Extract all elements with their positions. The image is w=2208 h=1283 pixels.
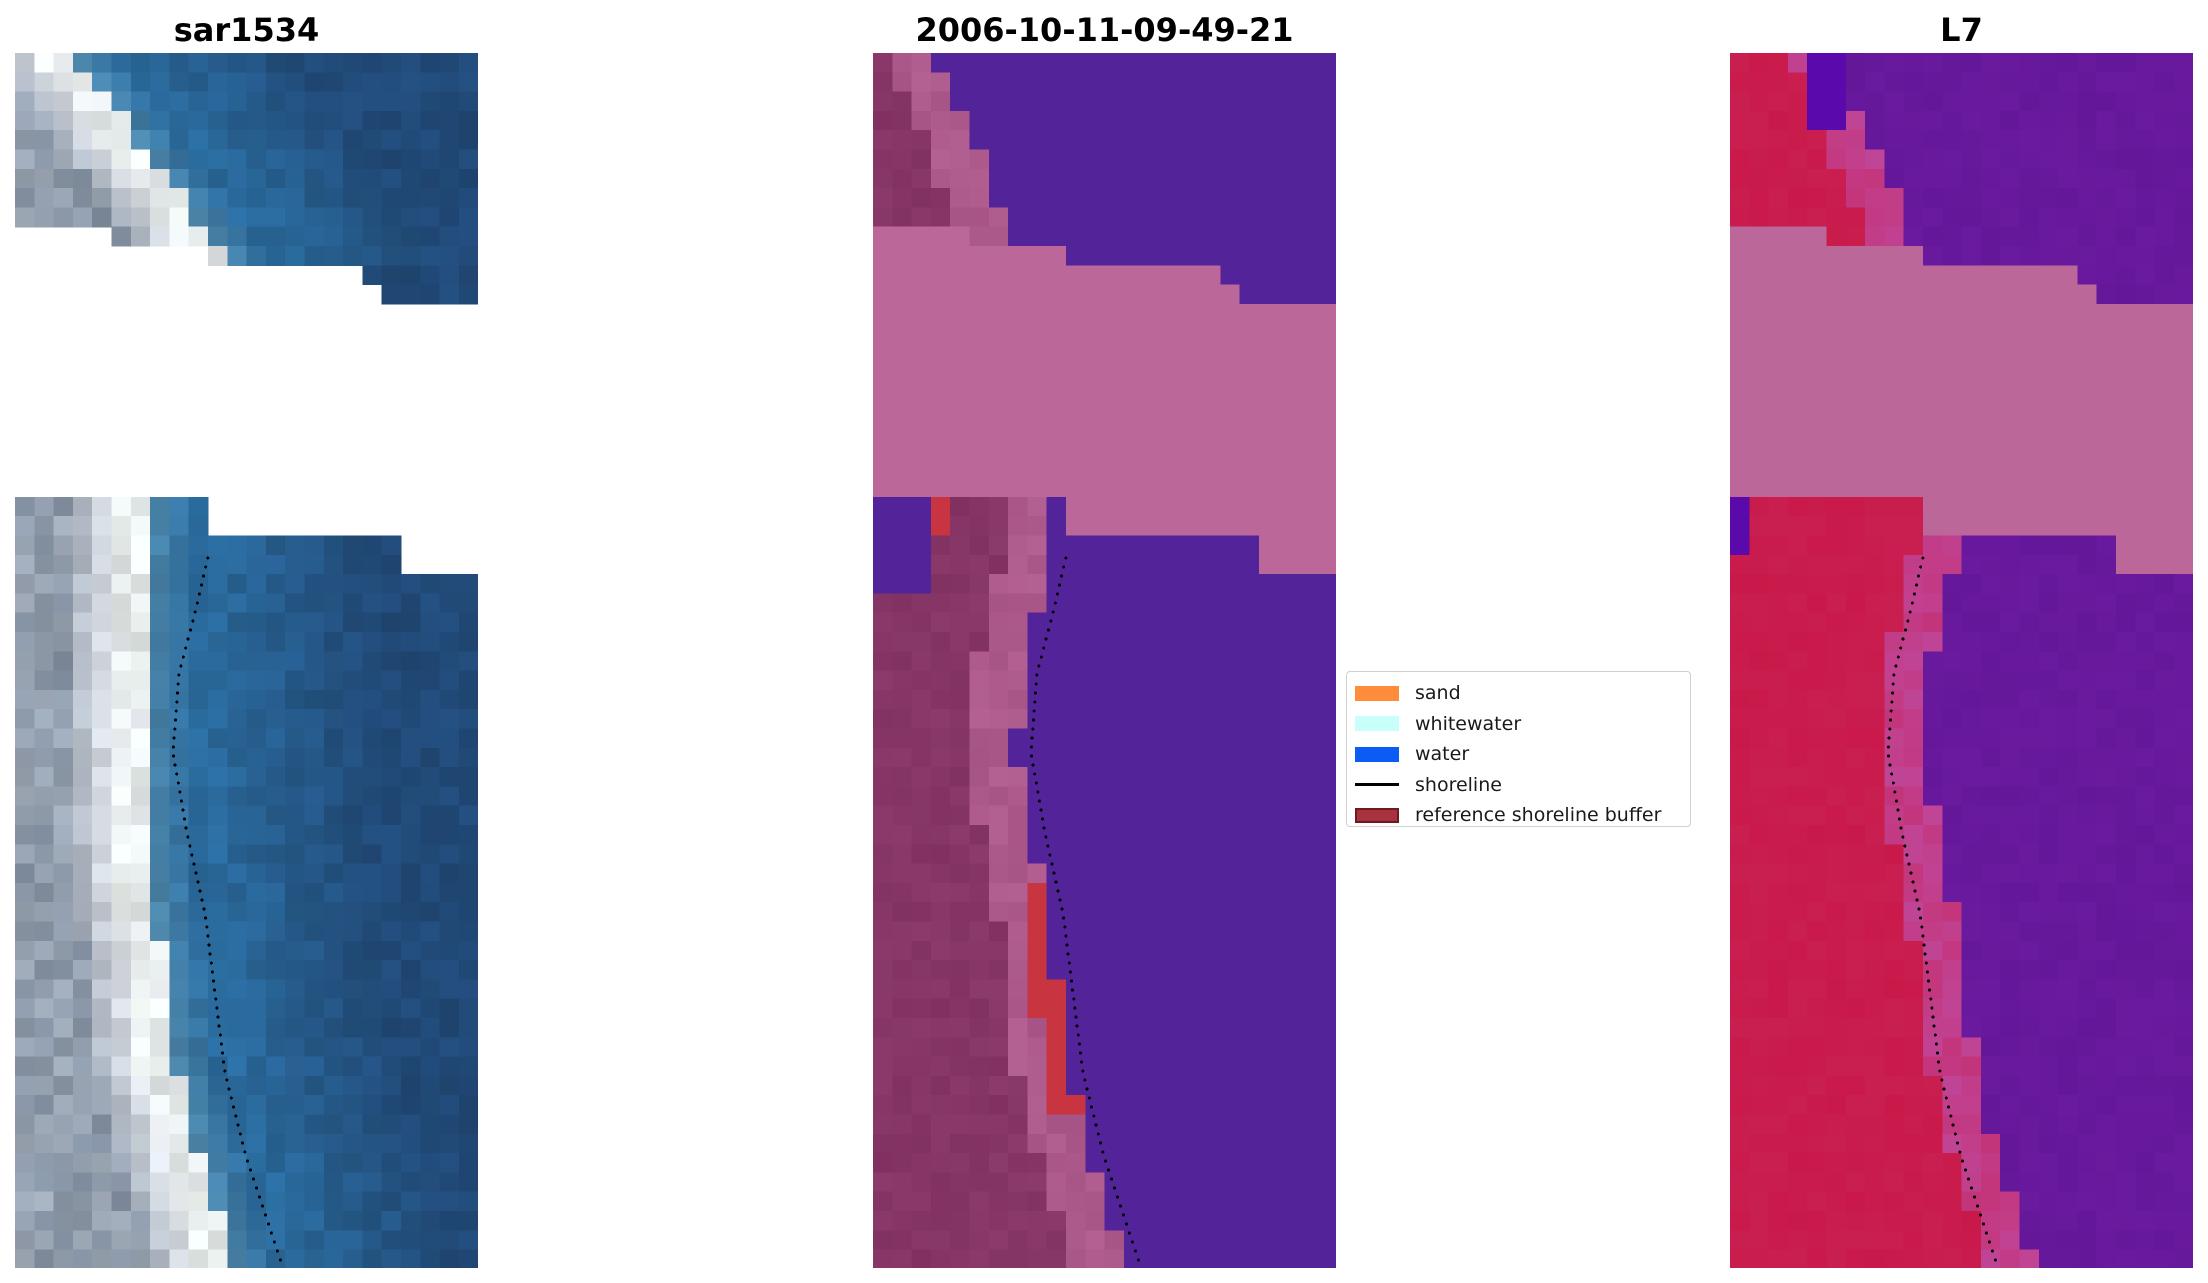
legend-item-shoreline: shoreline xyxy=(1355,770,1682,801)
reference-buffer-swatch xyxy=(1355,807,1399,823)
panel-title-mndwi: L7 xyxy=(1940,11,1983,49)
shoreline-line-swatch xyxy=(1355,783,1399,787)
classified-image-panel xyxy=(873,53,1336,1268)
legend-item-reference-buffer: reference shoreline buffer xyxy=(1355,800,1682,831)
rgb-image-panel xyxy=(15,53,478,1268)
sand-swatch xyxy=(1355,685,1399,701)
legend: sand whitewater water shoreline referenc… xyxy=(1346,671,1691,827)
whitewater-swatch xyxy=(1355,716,1399,732)
legend-item-sand: sand xyxy=(1355,678,1682,709)
shoreline-dots xyxy=(1886,556,1997,1262)
panel-title-classified: 2006-10-11-09-49-21 xyxy=(915,11,1294,49)
panel-title-rgb: sar1534 xyxy=(173,11,320,49)
shoreline-dots xyxy=(1029,556,1140,1262)
legend-label: reference shoreline buffer xyxy=(1415,804,1662,827)
mndwi-image-panel xyxy=(1730,53,2193,1268)
water-swatch xyxy=(1355,746,1399,762)
legend-item-water: water xyxy=(1355,739,1682,770)
legend-label: water xyxy=(1415,743,1470,766)
shoreline-dots xyxy=(171,556,282,1262)
legend-label: whitewater xyxy=(1415,712,1522,735)
legend-label: shoreline xyxy=(1415,773,1502,796)
legend-item-whitewater: whitewater xyxy=(1355,709,1682,740)
legend-label: sand xyxy=(1415,682,1461,705)
